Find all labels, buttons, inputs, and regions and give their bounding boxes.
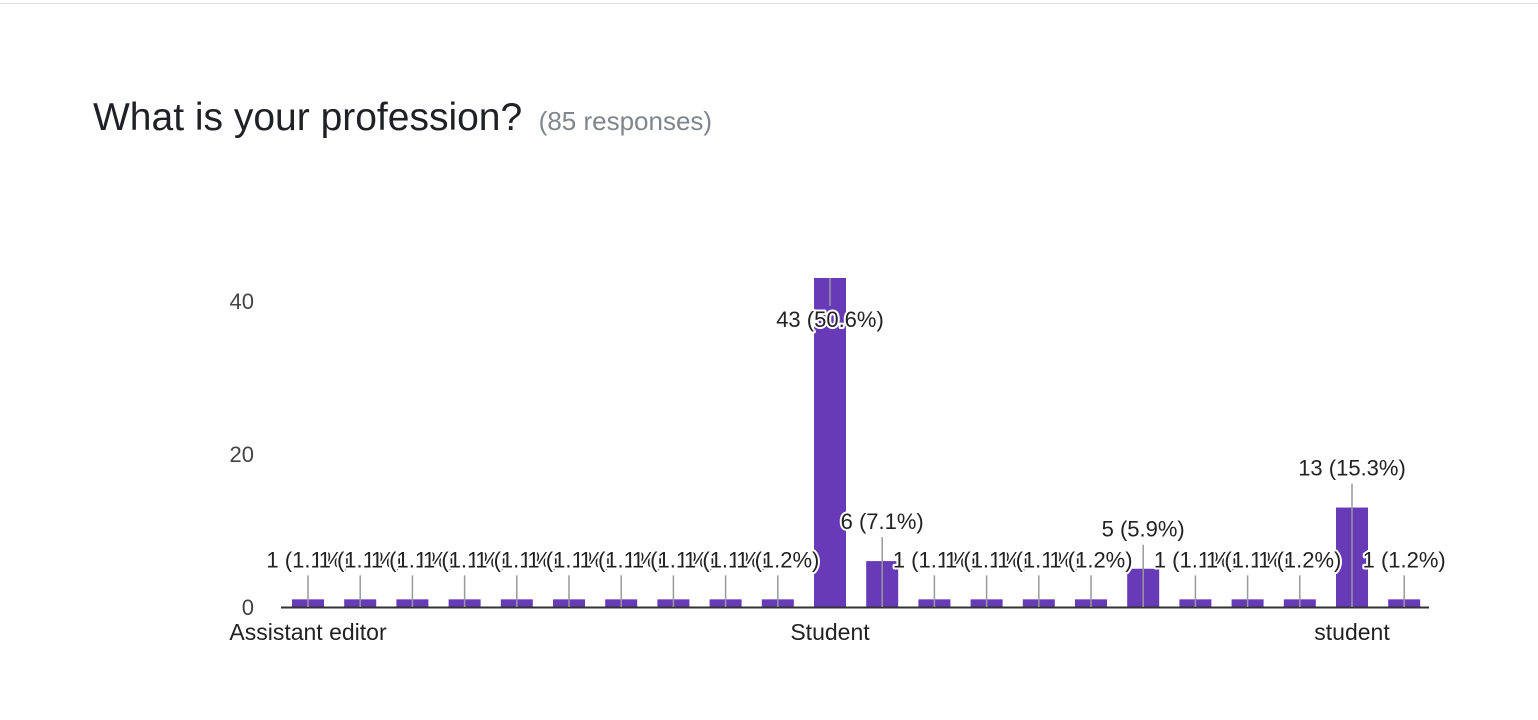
data-label: 1 (1.2%) xyxy=(1363,547,1446,572)
data-label: 1 (1.1%) xyxy=(945,547,1028,572)
bar xyxy=(814,278,846,607)
data-label: 1 (1.2%) xyxy=(736,547,819,572)
category-labels: Assistant editor Student student xyxy=(229,619,1390,645)
x-category-label: Student xyxy=(790,619,870,645)
data-label: 1 (1.1%) xyxy=(580,547,663,572)
data-label: 1 (1.1%) xyxy=(1206,547,1289,572)
data-label: 1 (1.1%) xyxy=(266,547,349,572)
data-label: 1 (1.2%) xyxy=(1258,547,1341,572)
data-label: 1 (1.1%) xyxy=(475,547,558,572)
question-header: What is your profession? (85 responses) xyxy=(93,96,712,140)
data-label: 1 (1.1%) xyxy=(684,547,767,572)
question-title: What is your profession? xyxy=(93,96,523,139)
data-label: 5 (5.9%) xyxy=(1102,517,1185,542)
data-label: 43 (50.6%) xyxy=(776,307,884,332)
x-category-label: student xyxy=(1314,619,1390,645)
label-leader-lines xyxy=(307,278,1405,607)
y-tick-label: 0 xyxy=(242,595,254,620)
y-tick-label: 40 xyxy=(230,289,254,314)
data-label: 1 (1.1%) xyxy=(893,547,976,572)
data-label: 1 (1.1%) xyxy=(1154,547,1237,572)
data-label: 6 (7.1%) xyxy=(841,509,924,534)
y-axis-ticks: 0 20 40 xyxy=(230,289,254,620)
data-label: 1 (1.1%) xyxy=(319,547,402,572)
data-labels: 1 (1.1%)1 (1.1%)1 (1.1%)1 (1.1%)1 (1.1%)… xyxy=(264,305,1447,574)
data-label: 13 (15.3%) xyxy=(1298,456,1406,481)
data-label: 1 (1.1%) xyxy=(423,547,506,572)
y-tick-label: 20 xyxy=(230,442,254,467)
x-category-label: Assistant editor xyxy=(229,619,387,645)
data-label: 1 (1.2%) xyxy=(1049,547,1132,572)
data-label: 1 (1.1%) xyxy=(632,547,715,572)
data-label: 1 (1.1%) xyxy=(997,547,1080,572)
top-divider xyxy=(0,3,1538,4)
data-label: 1 (1.1%) xyxy=(527,547,610,572)
response-count: (85 responses) xyxy=(538,106,713,136)
data-label: 1 (1.1%) xyxy=(371,547,454,572)
